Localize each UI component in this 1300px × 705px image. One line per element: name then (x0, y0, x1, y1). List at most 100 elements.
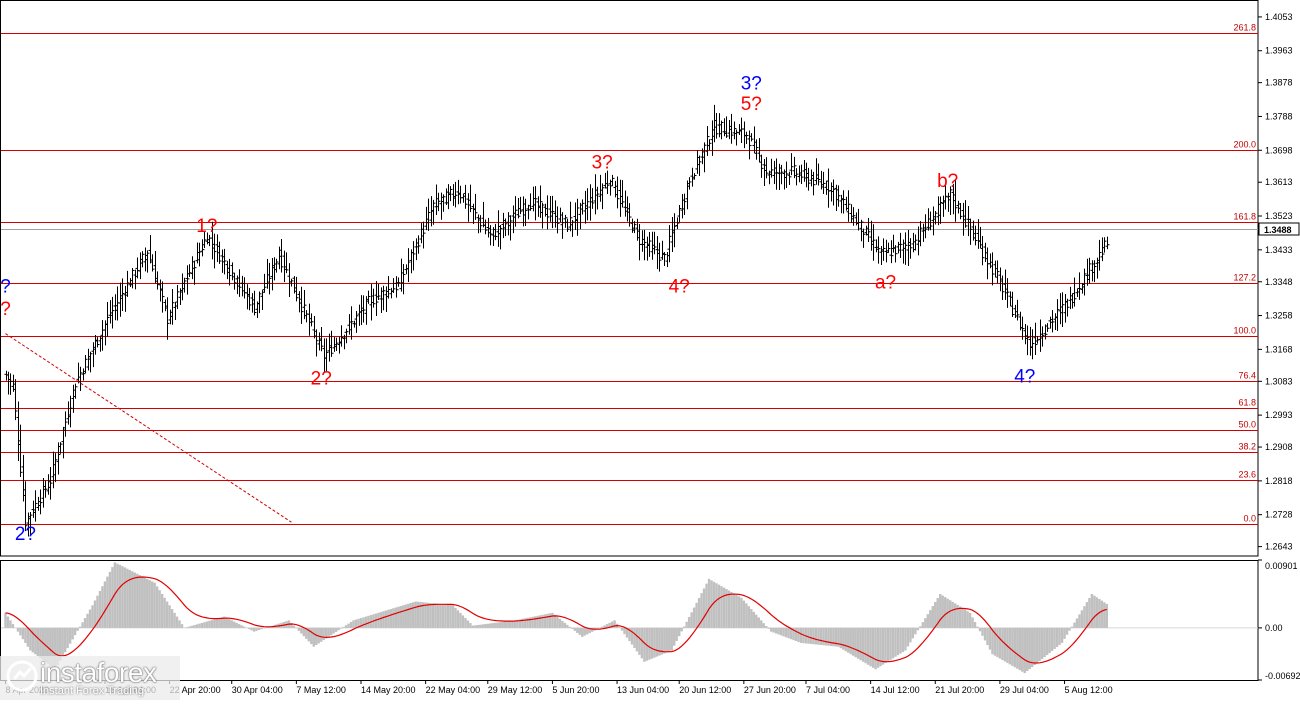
histogram-bar (178, 620, 180, 628)
histogram-bar (984, 628, 986, 641)
price-bar (708, 139, 712, 150)
wave-label: ? (0, 276, 11, 297)
histogram-bar (367, 616, 369, 628)
price-bar (996, 260, 1000, 283)
histogram-bar (579, 628, 581, 635)
price-bar (957, 201, 961, 214)
price-bar (149, 235, 153, 263)
histogram-bar (454, 608, 456, 628)
price-bar (427, 199, 431, 231)
histogram-bar (715, 583, 717, 628)
price-bar (308, 304, 312, 336)
histogram-bar (327, 628, 329, 637)
histogram-bar (457, 610, 459, 628)
fib-level-label: 76.4 (1238, 371, 1256, 381)
time-tick-label: 29 May 12:00 (488, 685, 543, 695)
price-bar (253, 291, 257, 316)
price-bar (661, 241, 665, 260)
histogram-bar (536, 616, 538, 628)
price-bar (164, 299, 168, 311)
price-bar (484, 219, 488, 234)
price-bar (743, 122, 747, 149)
histogram-bar (621, 628, 623, 631)
histogram-bar (447, 605, 449, 628)
price-bar (261, 290, 265, 310)
histogram-bar (141, 576, 143, 628)
histogram-bar (474, 625, 476, 628)
price-bar (730, 114, 734, 144)
price-bar (231, 262, 235, 280)
time-tick-label: 14 May 20:00 (361, 685, 416, 695)
price-bar (599, 175, 603, 202)
histogram-bar (94, 601, 96, 628)
price-bar (191, 256, 195, 279)
price-bar (119, 283, 123, 317)
histogram-bar (86, 614, 88, 628)
time-tick-label: 13 Jun 04:00 (617, 685, 669, 695)
price-bar (877, 236, 881, 263)
histogram-bar (449, 605, 451, 628)
histogram-bar (855, 628, 857, 657)
price-bar (420, 223, 424, 243)
time-tick-label: 7 Jul 04:00 (806, 685, 850, 695)
price-bar (584, 191, 588, 224)
histogram-bar (787, 628, 789, 638)
price-bar (800, 165, 804, 184)
price-bar (1046, 323, 1050, 332)
price-bar (310, 313, 314, 326)
price-bar (39, 489, 43, 514)
price-bar (1106, 237, 1110, 249)
price-bar (581, 199, 585, 214)
price-bar (845, 197, 849, 211)
histogram-bar (469, 623, 471, 628)
price-bar (1083, 269, 1087, 296)
price-bar (720, 121, 724, 140)
price-bar (624, 191, 628, 217)
price-bar (19, 425, 23, 477)
histogram-bar (825, 628, 827, 646)
histogram-bar (897, 628, 899, 655)
price-tick-label: 1.3433 (1265, 245, 1293, 255)
wave-label: b? (937, 171, 958, 192)
wave-label: 3? (592, 152, 613, 173)
histogram-bar (1019, 628, 1021, 670)
histogram-bar (17, 628, 19, 632)
histogram-bar (196, 624, 198, 628)
time-tick-label: 29 Jul 04:00 (1000, 685, 1049, 695)
price-bar (333, 337, 337, 352)
price-bar (840, 195, 844, 213)
histogram-bar (163, 598, 165, 628)
histogram-bar (775, 628, 777, 634)
histogram-bar (653, 628, 655, 658)
histogram-bar (1101, 601, 1103, 628)
price-bar (614, 181, 618, 197)
histogram-bar (342, 627, 344, 628)
fib-level-label: 127.2 (1233, 273, 1256, 283)
histogram-bar (216, 619, 218, 628)
price-bar (922, 224, 926, 242)
histogram-bar (355, 620, 357, 628)
histogram-bar (387, 610, 389, 628)
time-tick-label: 5 Aug 12:00 (1065, 685, 1113, 695)
price-bar (62, 427, 66, 458)
price-axis[interactable]: 1.40531.39631.38781.37881.36981.36131.35… (1258, 12, 1299, 552)
histogram-bar (770, 628, 772, 632)
indicator-panel-frame (1, 561, 1259, 681)
wave-label: ? (0, 299, 11, 320)
histogram-bar (743, 601, 745, 628)
price-bar (198, 243, 202, 267)
price-bar (395, 276, 399, 298)
histogram-bar (874, 628, 876, 669)
price-bar (899, 233, 903, 258)
price-bar (606, 171, 610, 194)
main-price-panel[interactable] (1, 1, 1259, 557)
instaforex-logo-icon (6, 660, 38, 692)
histogram-bar (382, 611, 384, 628)
histogram-bar (949, 600, 951, 628)
histogram-bar (1068, 628, 1070, 631)
histogram-bar (569, 627, 571, 628)
histogram-bar (705, 584, 707, 628)
price-bar (994, 261, 998, 278)
price-bar (487, 218, 491, 238)
